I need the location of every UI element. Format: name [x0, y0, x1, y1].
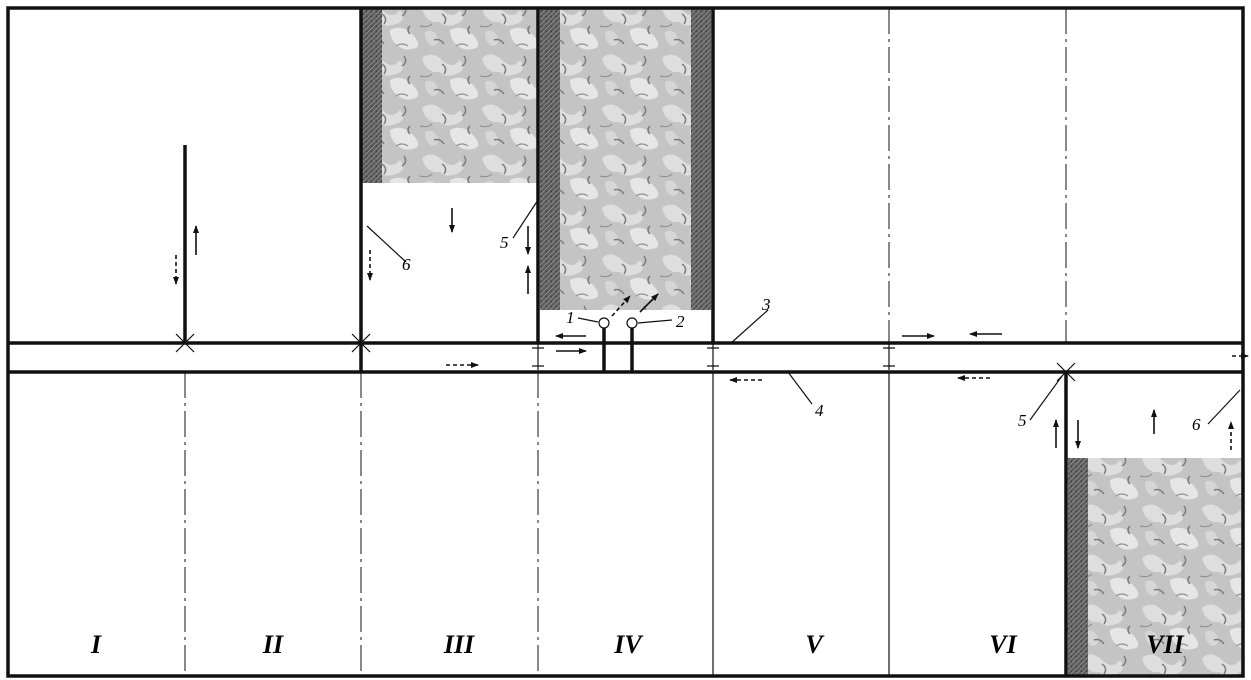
callout: 5 [1018, 411, 1027, 430]
callout: 4 [815, 401, 824, 420]
panel-label: III [443, 630, 475, 659]
callout: 6 [402, 255, 411, 274]
callout: 2 [676, 312, 685, 331]
callout: 3 [761, 295, 771, 314]
panel-labels: I II III IV V VI VII [90, 630, 1185, 659]
layout-lines [6, 6, 1245, 678]
panel-label: II [262, 630, 284, 659]
callout: 5 [500, 233, 509, 252]
rock-blocks [361, 8, 1243, 676]
panel-label: I [90, 630, 102, 659]
panel-label: VI [989, 630, 1017, 659]
callouts: 1 2 3 4 5 6 5 6 [402, 233, 1201, 434]
panel-label: V [805, 630, 825, 659]
panel-label: VII [1146, 630, 1184, 659]
callout: 6 [1192, 415, 1201, 434]
panel-label: IV [613, 630, 644, 659]
airflow-arrows [173, 208, 1249, 450]
callout: 1 [566, 308, 575, 327]
